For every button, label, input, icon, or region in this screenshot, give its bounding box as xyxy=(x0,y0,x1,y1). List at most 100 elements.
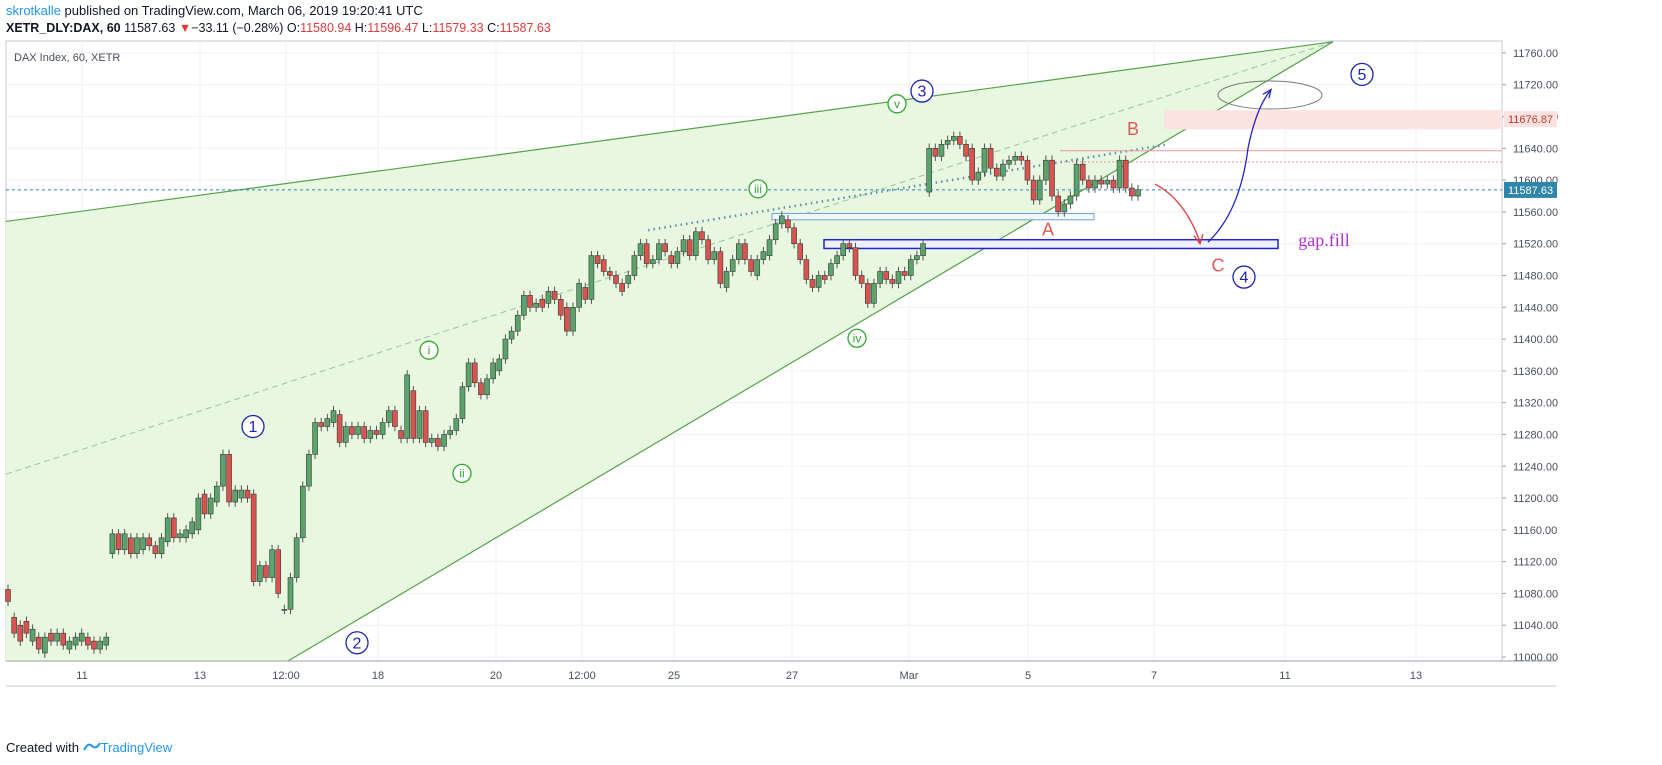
candle xyxy=(723,271,730,288)
wave-label-c: C xyxy=(1212,256,1225,276)
wave-label-i: i xyxy=(428,343,431,357)
candle xyxy=(1086,179,1092,189)
wave-label-5: 5 xyxy=(1358,67,1367,84)
candle xyxy=(1012,155,1018,161)
resistance-zone xyxy=(1164,110,1502,130)
support-box xyxy=(771,212,1095,221)
candle xyxy=(256,565,263,582)
candle xyxy=(791,227,797,244)
candle xyxy=(993,167,1000,177)
candle xyxy=(269,549,275,578)
down-projection-arrow xyxy=(1154,183,1201,243)
candle xyxy=(1079,163,1086,181)
y-tick-label: 11320.00 xyxy=(1513,398,1558,410)
candle xyxy=(607,271,613,276)
wedge-upper-trendline xyxy=(5,41,1334,223)
candle xyxy=(674,251,681,264)
candle xyxy=(1049,159,1055,197)
wave-label-4: 4 xyxy=(1240,270,1249,287)
close-label: C: xyxy=(487,21,500,35)
candle xyxy=(78,632,85,642)
candle xyxy=(299,485,306,539)
candle xyxy=(11,616,17,634)
candle xyxy=(281,609,288,611)
candle xyxy=(736,243,742,260)
axes: 11000.00 11040.00 11080.00 11120.00 11160.00… xyxy=(6,48,1558,687)
candle xyxy=(189,521,196,535)
candle xyxy=(901,271,908,276)
candle xyxy=(312,422,318,455)
candle xyxy=(435,438,441,447)
author-link[interactable]: skrotkalle xyxy=(6,3,61,18)
candle xyxy=(201,493,208,515)
candle xyxy=(643,243,650,264)
candle xyxy=(944,140,951,145)
candle xyxy=(1000,163,1006,177)
wave-label-2-circle xyxy=(345,631,369,655)
candle xyxy=(1067,195,1074,205)
wave-label-iii-circle xyxy=(748,179,768,199)
candle xyxy=(410,390,417,439)
candle xyxy=(1110,179,1117,189)
wave-label-b: B xyxy=(1127,119,1139,139)
candle xyxy=(821,275,828,280)
candle xyxy=(754,259,761,276)
candle xyxy=(263,565,269,578)
tradingview-logo-icon[interactable] xyxy=(82,740,101,755)
candle xyxy=(379,422,386,435)
candle xyxy=(1116,159,1123,189)
candle xyxy=(342,426,349,443)
up-projection-arrow xyxy=(1207,90,1271,243)
candle xyxy=(772,223,779,241)
y-tick-label: 11760.00 xyxy=(1513,48,1558,60)
low-value: 11579.33 xyxy=(432,21,484,35)
candle xyxy=(207,497,214,515)
candle xyxy=(871,283,877,304)
candle xyxy=(1018,155,1025,161)
candle xyxy=(680,239,687,252)
candle xyxy=(146,537,153,547)
candle xyxy=(398,430,404,439)
x-tick-label: 13 xyxy=(194,670,206,682)
candle xyxy=(914,255,920,260)
candle xyxy=(29,628,36,642)
candle xyxy=(926,148,932,193)
candle xyxy=(91,640,97,650)
candle xyxy=(699,231,705,241)
candle xyxy=(404,374,410,439)
candle xyxy=(287,577,294,610)
candle xyxy=(244,489,251,499)
candle xyxy=(969,148,975,181)
candle xyxy=(250,493,257,582)
tradingview-link[interactable]: TradingView xyxy=(100,740,173,755)
high-label: H: xyxy=(354,21,368,35)
candle xyxy=(539,299,546,308)
candle xyxy=(920,243,926,256)
candle xyxy=(693,231,699,256)
candle xyxy=(293,537,300,578)
y-tick-label: 11280.00 xyxy=(1513,429,1558,441)
y-tick-label: 11360.00 xyxy=(1513,366,1558,378)
candle xyxy=(171,517,177,539)
candle xyxy=(226,454,232,503)
y-tick-label: 11240.00 xyxy=(1513,461,1558,473)
candle xyxy=(545,291,552,304)
candle xyxy=(508,330,515,340)
candle xyxy=(852,247,859,276)
candle xyxy=(1043,159,1049,181)
candle xyxy=(828,263,834,276)
wave-label-2: 2 xyxy=(353,635,362,652)
candle xyxy=(846,243,853,248)
arrowhead-icon xyxy=(1262,88,1272,99)
wave-label-iv-circle xyxy=(847,328,867,348)
wave-label-v-circle xyxy=(887,94,907,114)
candle xyxy=(975,171,982,181)
y-tick-label: 11640.00 xyxy=(1513,143,1558,155)
projection-arrows xyxy=(1154,88,1272,246)
price-change: −33.11 (−0.28%) xyxy=(191,21,284,35)
wedge-median-line xyxy=(5,41,1334,475)
candle xyxy=(1129,187,1135,197)
x-tick-label: 20 xyxy=(490,670,502,682)
candle xyxy=(42,636,48,654)
